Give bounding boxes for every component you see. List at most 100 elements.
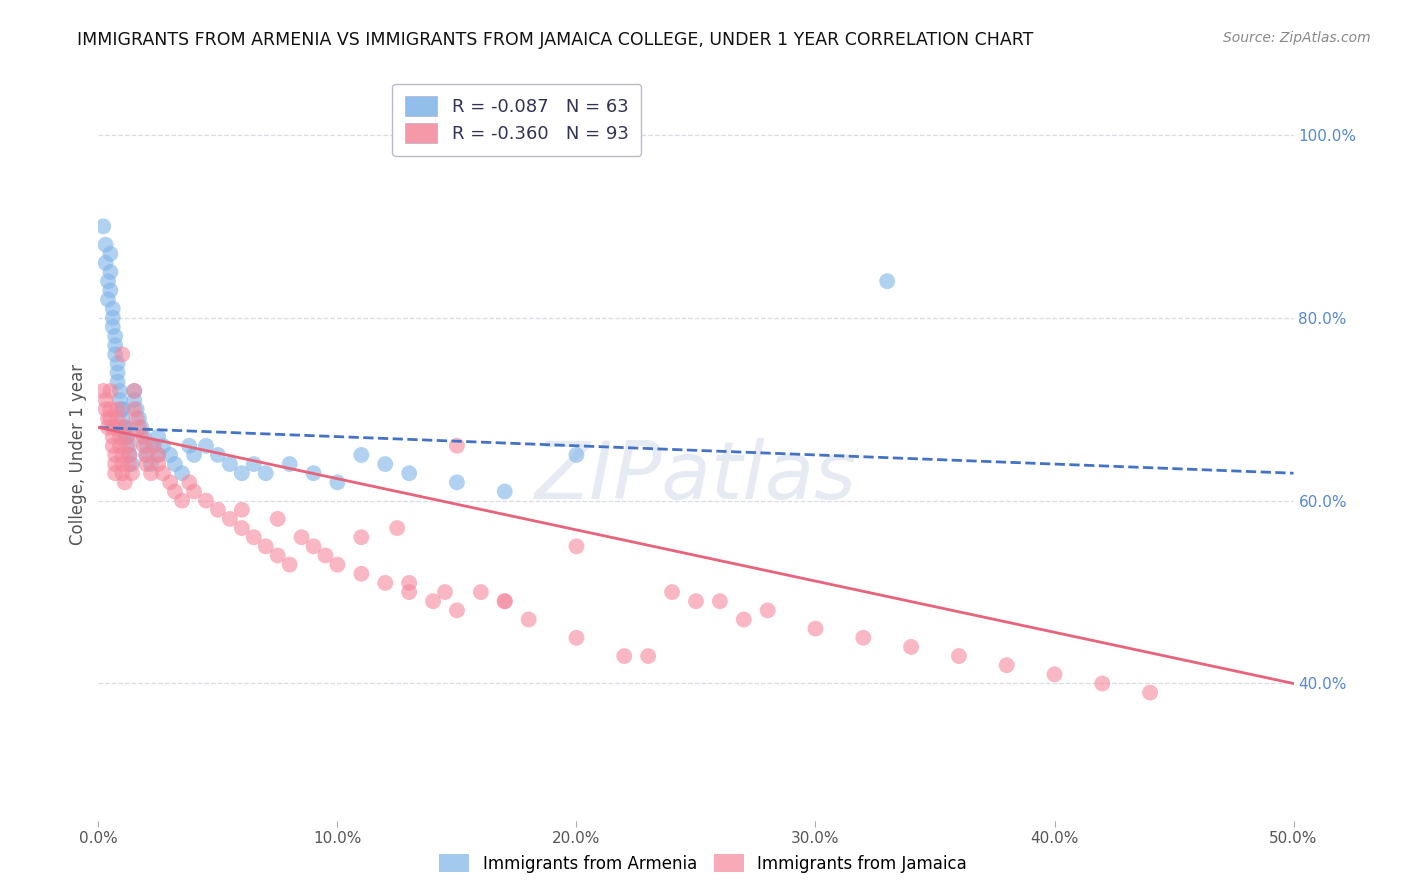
Point <box>118 448 141 462</box>
Point <box>385 521 409 535</box>
Point <box>637 649 659 664</box>
Point <box>152 466 174 480</box>
Point <box>900 640 922 654</box>
Point <box>422 594 444 608</box>
Point <box>148 457 170 471</box>
Point <box>142 439 165 453</box>
Point <box>852 631 875 645</box>
Point <box>139 457 162 471</box>
Point <box>278 558 301 572</box>
Point <box>108 384 131 398</box>
Point <box>118 448 141 462</box>
Point <box>121 466 143 480</box>
Point <box>128 420 150 434</box>
Point <box>107 402 129 417</box>
Point <box>107 411 129 425</box>
Point <box>243 457 266 471</box>
Point <box>163 484 186 499</box>
Point <box>104 338 127 352</box>
Point <box>107 375 129 389</box>
Point <box>128 411 150 425</box>
Point <box>148 448 170 462</box>
Point <box>114 429 136 443</box>
Point <box>125 402 148 417</box>
Point <box>111 466 134 480</box>
Point <box>350 530 373 544</box>
Point <box>104 466 127 480</box>
Point <box>124 384 146 398</box>
Point <box>98 402 122 417</box>
Point <box>118 457 141 471</box>
Point <box>948 649 970 664</box>
Point <box>121 457 143 471</box>
Point <box>108 439 131 453</box>
Point <box>231 521 253 535</box>
Legend: R = -0.087   N = 63, R = -0.360   N = 93: R = -0.087 N = 63, R = -0.360 N = 93 <box>392 84 641 156</box>
Point <box>446 475 468 490</box>
Point <box>148 448 170 462</box>
Point <box>111 402 134 417</box>
Point <box>98 265 122 279</box>
Point <box>135 448 157 462</box>
Point <box>132 439 155 453</box>
Point <box>219 457 242 471</box>
Point <box>183 448 205 462</box>
Point <box>374 576 396 591</box>
Point <box>104 448 127 462</box>
Point <box>97 420 120 434</box>
Point <box>124 384 146 398</box>
Point <box>434 585 457 599</box>
Point <box>159 475 181 490</box>
Point <box>374 457 396 471</box>
Point <box>111 457 134 471</box>
Point <box>172 493 194 508</box>
Point <box>101 310 124 325</box>
Point <box>267 512 290 526</box>
Point <box>163 457 186 471</box>
Point <box>111 402 134 417</box>
Point <box>494 484 516 499</box>
Point <box>104 457 127 471</box>
Point <box>398 585 420 599</box>
Point <box>111 448 134 462</box>
Point <box>101 429 124 443</box>
Point <box>231 503 253 517</box>
Point <box>565 539 588 553</box>
Point <box>179 475 201 490</box>
Point <box>111 347 134 361</box>
Point <box>179 439 201 453</box>
Point <box>302 466 325 480</box>
Point <box>565 448 588 462</box>
Point <box>231 466 253 480</box>
Point <box>91 219 114 234</box>
Point <box>142 439 165 453</box>
Point <box>135 448 157 462</box>
Point <box>94 237 117 252</box>
Point <box>115 429 138 443</box>
Point <box>470 585 492 599</box>
Point <box>108 392 131 407</box>
Point <box>254 539 277 553</box>
Point <box>517 613 540 627</box>
Point <box>101 439 124 453</box>
Point <box>94 402 117 417</box>
Point <box>398 466 420 480</box>
Point <box>995 658 1018 673</box>
Point <box>97 293 120 307</box>
Point <box>159 448 181 462</box>
Legend: Immigrants from Armenia, Immigrants from Jamaica: Immigrants from Armenia, Immigrants from… <box>433 847 973 880</box>
Point <box>107 356 129 371</box>
Point <box>207 448 229 462</box>
Point <box>91 384 114 398</box>
Point <box>1091 676 1114 690</box>
Point <box>107 366 129 380</box>
Point <box>115 420 138 434</box>
Point <box>124 392 146 407</box>
Point <box>114 420 136 434</box>
Point <box>148 429 170 443</box>
Point <box>446 603 468 617</box>
Y-axis label: College, Under 1 year: College, Under 1 year <box>69 364 87 546</box>
Point <box>104 347 127 361</box>
Point <box>115 439 138 453</box>
Point <box>733 613 755 627</box>
